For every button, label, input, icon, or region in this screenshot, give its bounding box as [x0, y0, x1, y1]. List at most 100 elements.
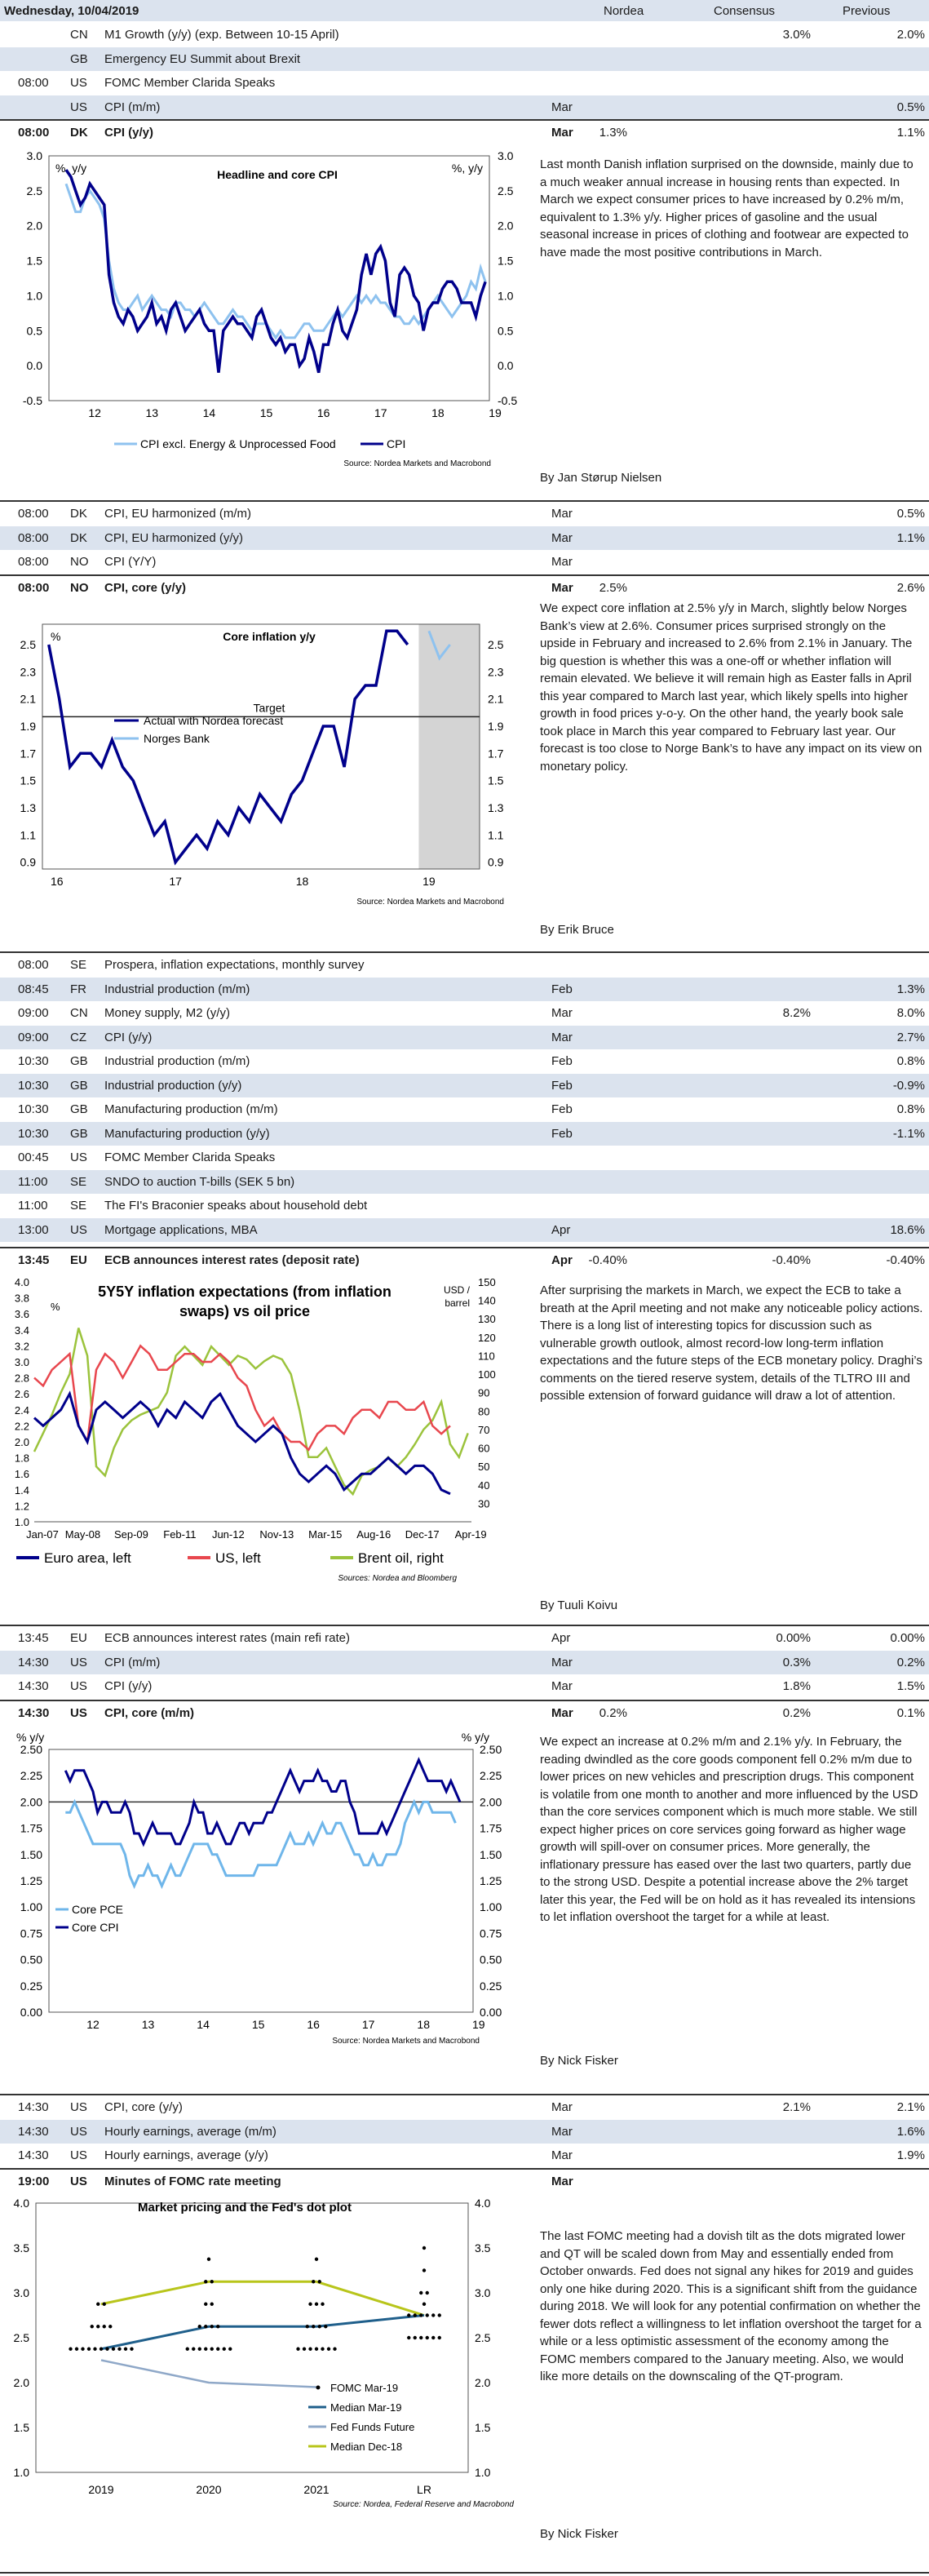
- series-line-fed-funds-future: [100, 2359, 317, 2388]
- chart-title: Core inflation y/y: [223, 630, 316, 643]
- cell-time: 10:30: [18, 1078, 49, 1093]
- legend-label-2: Fed Funds Future: [330, 2421, 414, 2433]
- x-tick-label: 14: [203, 406, 216, 419]
- y-tick-label-right: 1.7: [488, 747, 504, 760]
- cell-event: SNDO to auction T-bills (SEK 5 bn): [104, 1174, 295, 1189]
- y-tick-label-right: 0.75: [480, 1926, 502, 1940]
- forecast-shade: [418, 624, 480, 869]
- dot-LR: [437, 2313, 441, 2317]
- dot-2020: [228, 2347, 232, 2351]
- y-tick-label-right: 1.5: [488, 774, 504, 787]
- x-tick-label: 16: [307, 2018, 320, 2031]
- x-tick-label: 17: [362, 2018, 375, 2031]
- feature-row-fomc: 19:00 US Minutes of FOMC rate meeting Ma…: [0, 2168, 929, 2192]
- cell-period: Mar: [551, 530, 573, 545]
- legend-label-2: Brent oil, right: [358, 1550, 444, 1566]
- cell-time: 08:00: [18, 76, 49, 90]
- series-line-median-mar19: [100, 2314, 425, 2351]
- cell-previous: 0.00%: [890, 1631, 925, 1645]
- y-tick-label-left: 3.4: [15, 1324, 29, 1337]
- chart-core-pce-cpi: 0.00 0.00 0.25 0.25 0.50 0.50 0.75 0.75 1.00 1.00…: [16, 1731, 502, 2046]
- x-tick-label: 15: [252, 2018, 265, 2031]
- cell-consensus: 2.1%: [782, 2100, 811, 2114]
- feature-row-no-core-cpi: 08:00 NO CPI, core (y/y) Mar 2.5% 2.6%: [0, 574, 929, 599]
- cell-previous: -1.1%: [892, 1126, 925, 1141]
- cell-event: CPI (m/m): [104, 100, 161, 114]
- y-tick-label-left: 1.0: [27, 289, 43, 302]
- y-tick-label-left: 2.5: [20, 638, 37, 651]
- series-line-us: [33, 1344, 451, 1452]
- calendar-row: GB Emergency EU Summit about Brexit: [0, 47, 929, 71]
- y-tick-label-left: 0.50: [20, 1953, 42, 1966]
- y-tick-label-right: 2.50: [480, 1743, 502, 1756]
- event: CPI, core (m/m): [104, 1706, 195, 1720]
- cell-cc: GB: [70, 51, 88, 66]
- y-tick-label-left: 1.4: [15, 1484, 29, 1496]
- legend-swatch-0: [316, 2385, 321, 2390]
- y-tick-label-left: 2.0: [15, 1436, 29, 1448]
- previous: -0.40%: [886, 1253, 925, 1267]
- nordea: 1.3%: [599, 126, 627, 140]
- divider: [0, 2094, 929, 2095]
- dot-2021: [324, 2325, 328, 2329]
- section-fomc: 1.0 1.0 1.5 1.5 2.0 2.0 2.5 2.5 3.0 3.0 3.5 3.5 4.0 4…: [0, 2193, 929, 2570]
- y-axis-label-left: % y/y: [16, 1731, 44, 1744]
- cell-event: Mortgage applications, MBA: [104, 1222, 258, 1237]
- dot-2019: [105, 2347, 109, 2351]
- cell-event: Industrial production (m/m): [104, 982, 250, 996]
- dot-2021: [321, 2302, 325, 2306]
- y-tick-label-right: 1.9: [488, 720, 504, 733]
- chart-source: Sources: Nordea and Bloomberg: [338, 1574, 457, 1583]
- legend-label-1: Norges Bank: [144, 732, 210, 745]
- cell-time: 14:30: [18, 1679, 49, 1693]
- cell-event: Hourly earnings, average (m/m): [104, 2124, 276, 2139]
- y-tick-label-left: 1.5: [27, 255, 43, 268]
- y-tick-label-right: 0.9: [488, 856, 504, 869]
- dot-2020: [216, 2325, 220, 2329]
- legend-label-0: FOMC Mar-19: [330, 2382, 398, 2394]
- legend-label-3: Median Dec-18: [330, 2441, 402, 2453]
- y-tick-label-left: 3.8: [15, 1292, 29, 1305]
- y-tick-label-left: 2.50: [20, 1743, 42, 1756]
- y-tick-label-left: 2.00: [20, 1795, 42, 1808]
- chart-source: Source: Nordea Markets and Macrobond: [356, 898, 504, 907]
- nordea: 2.5%: [599, 581, 627, 595]
- dot-2019: [69, 2347, 73, 2351]
- legend-label-0: Core PCE: [72, 1903, 123, 1916]
- cell-period: Mar: [551, 2148, 573, 2162]
- cell-previous: 1.3%: [896, 982, 925, 996]
- cell-event: FOMC Member Clarida Speaks: [104, 76, 276, 90]
- y-tick-label-left: 1.0: [15, 1516, 29, 1528]
- y-tick-label-left: 3.5: [14, 2241, 30, 2255]
- cell-time: 10:30: [18, 1126, 49, 1141]
- chart-title: Headline and core CPI: [217, 168, 338, 181]
- calendar-row: 11:00 SE The FI's Braconier speaks about h…: [0, 1194, 929, 1217]
- cell-event: Emergency EU Summit about Brexit: [104, 51, 301, 66]
- x-tick-label: 18: [296, 875, 309, 888]
- y-tick-label-right: 1.5: [498, 255, 514, 268]
- event: CPI, core (y/y): [104, 581, 187, 595]
- dot-2019: [99, 2347, 104, 2351]
- commentary-us-core: We expect an increase at 0.2% m/m and 2.…: [540, 1735, 918, 1924]
- country: NO: [70, 581, 89, 595]
- cell-consensus: 0.00%: [776, 1631, 811, 1645]
- dot-LR: [437, 2335, 441, 2340]
- calendar-row: 11:00 SE SNDO to auction T-bills (SEK 5 bn…: [0, 1169, 929, 1194]
- y-tick-label-right: 1.5: [475, 2421, 491, 2434]
- cell-time: 11:00: [18, 1199, 48, 1213]
- dot-2021: [326, 2347, 331, 2351]
- y-tick-label-right: 2.0: [475, 2376, 491, 2389]
- y-tick-label-left: 3.2: [15, 1340, 29, 1352]
- dot-2020: [197, 2325, 201, 2329]
- y-tick-label-left: 2.5: [14, 2331, 30, 2344]
- cell-cc: DK: [70, 507, 87, 521]
- y-tick-label-right: 60: [478, 1443, 489, 1455]
- y-tick-label-left: 0.9: [20, 856, 37, 869]
- x-tick-label: 17: [169, 875, 182, 888]
- dot-2020: [210, 2302, 214, 2306]
- calendar-row: 13:45 EU ECB announces interest rates (mai…: [0, 1626, 929, 1650]
- x-tick-label: 17: [374, 406, 387, 419]
- y-tick-label-right: 70: [478, 1424, 489, 1436]
- x-tick-label: May-08: [65, 1528, 100, 1541]
- dot-2019: [108, 2325, 113, 2329]
